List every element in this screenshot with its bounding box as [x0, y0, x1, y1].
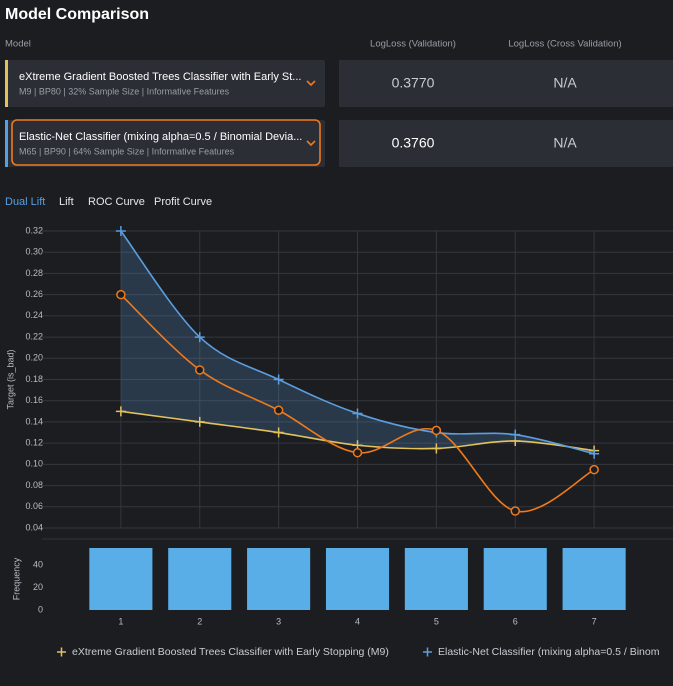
bar	[247, 548, 311, 610]
point	[431, 425, 442, 436]
column-header: Model	[5, 39, 31, 50]
x-tick-label: 4	[355, 616, 360, 626]
page-title: Model Comparison	[5, 6, 149, 23]
legend-label: Elastic-Net Classifier (mixing alpha=0.5…	[438, 646, 660, 658]
select-box	[5, 60, 325, 107]
bar	[89, 548, 153, 610]
metric-value: N/A	[553, 75, 577, 91]
y-tick-label: 0.06	[25, 501, 43, 511]
legend-marker	[57, 647, 66, 657]
model-name: Elastic-Net Classifier (mixing alpha=0.5…	[19, 131, 302, 143]
point	[115, 226, 126, 236]
point	[510, 429, 521, 440]
model-color-stripe	[5, 120, 8, 167]
y-axis-label: Frequency	[11, 557, 21, 600]
y-tick-label: 0.26	[25, 289, 43, 299]
x-tick-label: 7	[592, 616, 597, 626]
tab[interactable]: Lift	[59, 196, 74, 208]
focus-ring	[11, 119, 321, 166]
y-tick-label: 0.20	[25, 353, 43, 363]
x-tick-label: 5	[434, 616, 439, 626]
bar	[168, 548, 232, 610]
point	[273, 374, 284, 385]
point	[273, 405, 284, 416]
y-tick-label: 0.08	[25, 480, 43, 490]
y-axis-label: Target (is_bad)	[5, 349, 15, 409]
legend-label: eXtreme Gradient Boosted Trees Classifie…	[72, 646, 389, 658]
chevron	[306, 140, 316, 147]
tab[interactable]: Profit Curve	[154, 196, 212, 208]
metric-value: N/A	[553, 135, 577, 151]
point	[195, 365, 205, 375]
model-name: eXtreme Gradient Boosted Trees Classifie…	[19, 71, 301, 83]
point	[352, 447, 363, 458]
bar	[404, 548, 468, 610]
y-tick-label: 0.28	[25, 268, 43, 278]
select-box	[5, 120, 325, 167]
point	[273, 427, 284, 438]
model-details: M65 | BP90 | 64% Sample Size | Informati…	[19, 146, 235, 156]
column-header: LogLoss (Validation)	[370, 39, 456, 50]
x-tick-label: 2	[197, 616, 202, 626]
y-tick-label: 0.12	[25, 438, 43, 448]
metric-cell	[339, 60, 673, 107]
metric-value: 0.3770	[392, 75, 435, 91]
y-tick-label: 0.10	[25, 459, 43, 469]
x-tick-label: 6	[513, 616, 518, 626]
y-tick-label: 0.14	[25, 416, 43, 426]
y-tick-label: 0.24	[25, 310, 43, 320]
y-tick-label: 0.18	[25, 374, 43, 384]
bar	[562, 548, 626, 610]
column-header: LogLoss (Cross Validation)	[508, 39, 621, 50]
x-tick-label: 1	[118, 616, 123, 626]
point	[352, 408, 363, 419]
bar	[325, 548, 390, 610]
point	[115, 406, 126, 417]
y-tick-label: 0.32	[25, 225, 43, 235]
metric-cell	[339, 120, 673, 167]
metric-value: 0.3760	[392, 135, 435, 151]
point	[431, 443, 442, 454]
point	[589, 448, 600, 459]
point	[589, 464, 599, 475]
tab[interactable]: Dual Lift	[5, 196, 45, 208]
legend-marker	[423, 647, 432, 657]
y-tick-label: 20	[33, 582, 43, 592]
tab[interactable]: ROC Curve	[88, 196, 145, 208]
y-tick-label: 40	[33, 559, 43, 569]
model-details: M9 | BP80 | 32% Sample Size | Informativ…	[19, 86, 230, 96]
x-tick-label: 3	[276, 616, 281, 626]
point	[194, 332, 205, 343]
chevron	[306, 80, 316, 87]
point	[194, 416, 205, 427]
model-select[interactable]: Elastic-Net Classifier (mixing alpha=0.5…	[5, 119, 325, 167]
y-tick-label: 0.16	[25, 395, 43, 405]
point	[510, 506, 520, 516]
y-tick-label: 0.04	[25, 522, 43, 532]
model-select[interactable]: eXtreme Gradient Boosted Trees Classifie…	[5, 60, 325, 107]
difference-area	[120, 231, 595, 454]
y-tick-label: 0.22	[25, 331, 43, 341]
point	[116, 289, 126, 300]
bar	[483, 548, 547, 610]
model-color-stripe	[5, 60, 8, 107]
y-tick-label: 0	[38, 604, 43, 614]
y-tick-label: 0.30	[25, 247, 43, 257]
